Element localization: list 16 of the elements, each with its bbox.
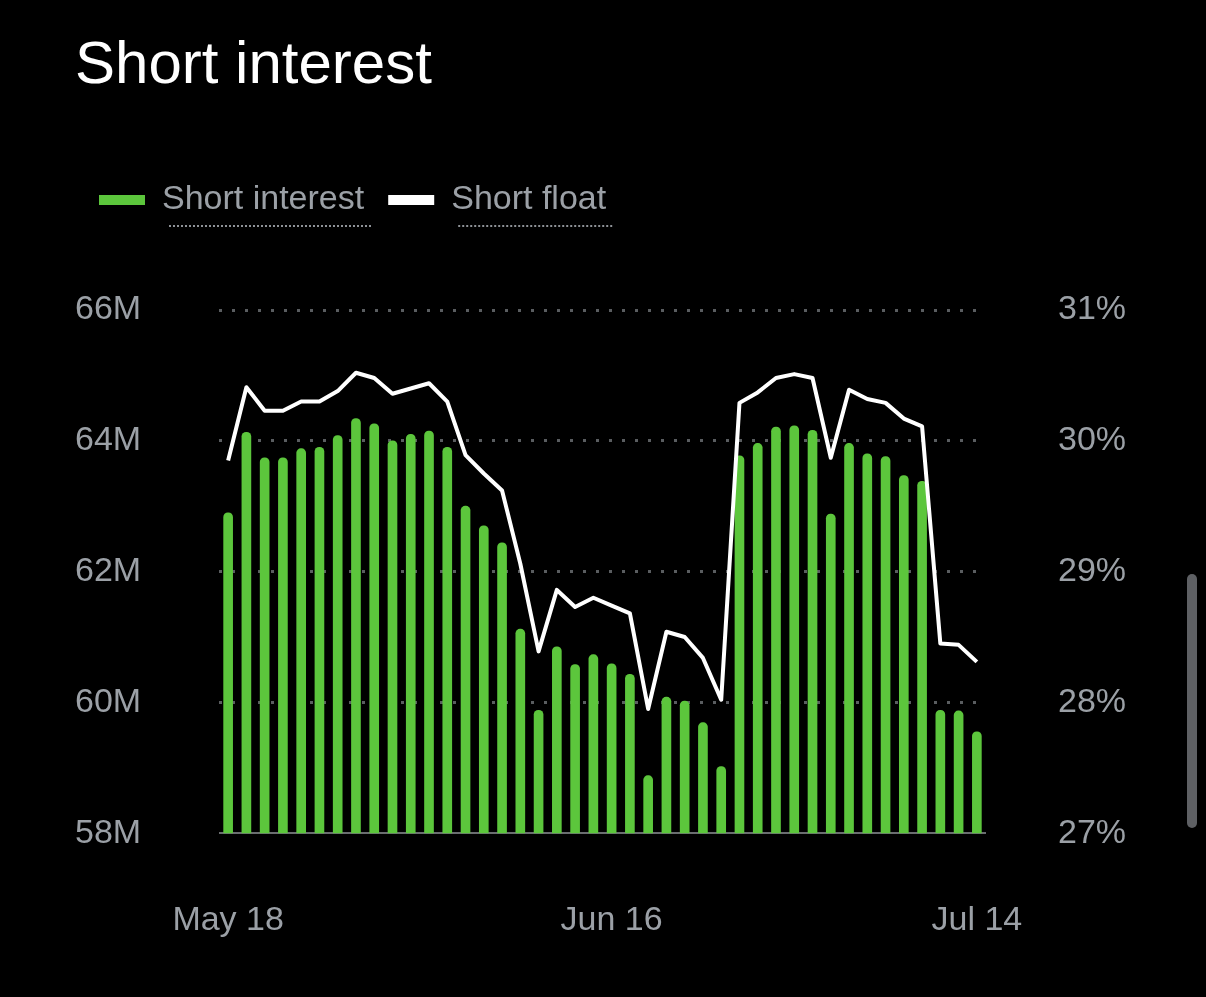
y-tick-label: 58M: [75, 811, 142, 850]
y2-tick-label: 29%: [1058, 549, 1127, 588]
y2-tick-label: 28%: [1058, 680, 1127, 719]
x-tick-label: Jul 14: [931, 898, 1023, 937]
y-tick-label: 66M: [75, 288, 142, 327]
y-tick-label: 60M: [75, 680, 142, 719]
x-tick-label: May 18: [172, 898, 284, 937]
y2-tick-label: 31%: [1058, 288, 1127, 327]
y2-tick-label: 30%: [1058, 419, 1127, 458]
chart-title: Short interest: [75, 28, 433, 96]
x-tick-label: Jun 16: [560, 898, 663, 937]
legend-label: Short float: [451, 178, 607, 217]
y-tick-label: 62M: [75, 549, 142, 588]
legend-label: Short interest: [162, 178, 365, 217]
y2-tick-label: 27%: [1058, 811, 1127, 850]
y-tick-label: 64M: [75, 419, 142, 458]
